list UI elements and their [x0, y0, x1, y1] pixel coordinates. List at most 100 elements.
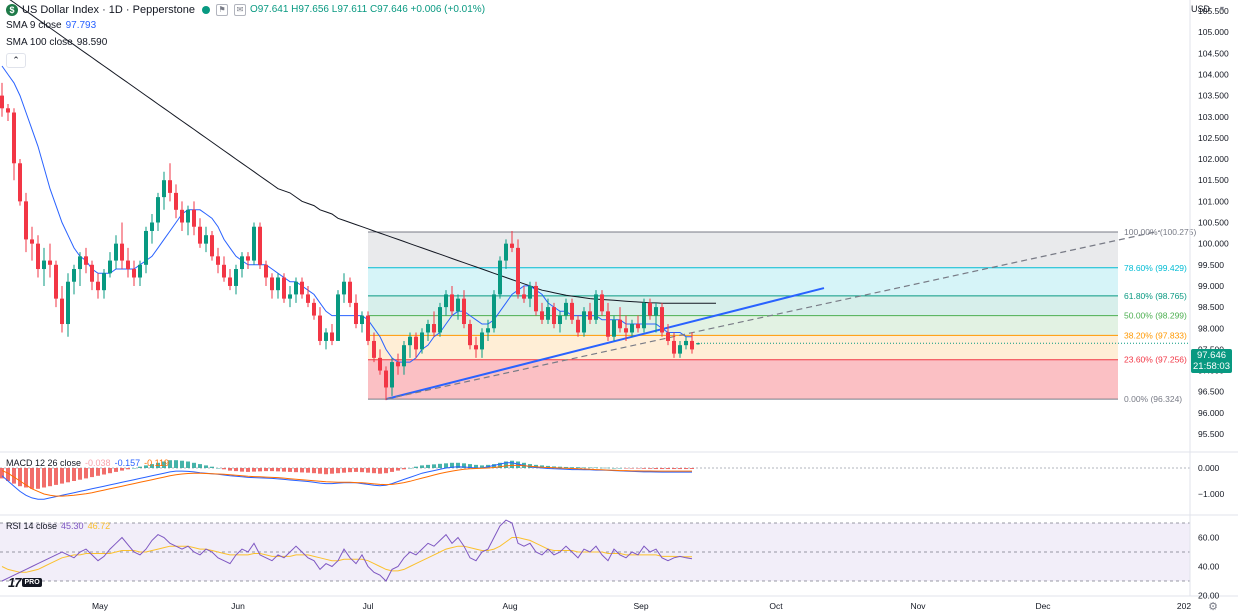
price-tick-label: 103.000	[1198, 112, 1229, 122]
macd-hist-bar	[618, 468, 622, 469]
candle-body	[198, 226, 202, 244]
candle-body	[126, 260, 130, 270]
rsi-tick-label: 20.00	[1198, 591, 1220, 601]
rsi-pane	[0, 519, 1190, 582]
time-tick-label: Jun	[231, 601, 245, 611]
macd-hist-bar	[126, 468, 130, 470]
candle-body	[12, 112, 16, 164]
macd-hist-bar	[474, 464, 478, 468]
macd-hist-bar	[612, 468, 616, 469]
macd-hist-bar	[324, 468, 328, 475]
candle-body	[570, 302, 574, 320]
symbol-logo: $	[6, 4, 18, 16]
candle-body	[66, 281, 70, 325]
candle-body	[384, 370, 388, 388]
candle-body	[504, 243, 508, 261]
macd-hist-bar	[228, 468, 232, 471]
macd-hist-bar	[120, 468, 124, 471]
macd-hist-bar	[372, 468, 376, 474]
macd-hist-bar	[498, 462, 502, 468]
candle-body	[210, 235, 214, 257]
candle-body	[258, 226, 262, 265]
macd-hist-bar	[684, 468, 688, 470]
candle-body	[624, 328, 628, 333]
rsi-tick-label: 40.00	[1198, 562, 1220, 572]
macd-hist-bar	[102, 468, 106, 475]
candle-body	[354, 302, 358, 325]
candle-body	[78, 256, 82, 270]
macd-hist-bar	[462, 463, 466, 468]
flag-icon[interactable]: ⚑	[216, 4, 229, 16]
candle-body	[594, 294, 598, 320]
macd-hist-bar	[6, 468, 10, 481]
macd-hist-bar	[222, 468, 226, 470]
rsi-ma-line	[1, 537, 692, 573]
ohlc-values: O97.641 H97.656 L97.611 C97.646 +0.006 (…	[250, 4, 486, 15]
macd-hist-bar	[234, 468, 238, 472]
macd-hist-bar	[492, 464, 496, 468]
candle-body	[336, 294, 340, 341]
price-tick-label: 101.000	[1198, 196, 1229, 206]
time-tick-label: Nov	[910, 601, 926, 611]
macd-hist-bar	[186, 461, 190, 468]
candle-body	[324, 332, 328, 341]
macd-legend[interactable]: MACD 12 26 close -0.038 -0.157 -0.119	[6, 456, 169, 470]
candle-body	[474, 345, 478, 350]
macd-hist-bar	[642, 468, 646, 469]
macd-tick-label: −1.000	[1198, 489, 1225, 499]
rsi-legend[interactable]: RSI 14 close 45.30 46.72	[6, 519, 110, 533]
candle-body	[168, 180, 172, 193]
candle-body	[180, 209, 184, 223]
chevron-down-icon[interactable]: ▾	[1219, 4, 1224, 13]
time-tick-label: May	[92, 601, 109, 611]
currency-selector[interactable]: USD	[1190, 4, 1210, 14]
candle-body	[690, 340, 694, 350]
candle-body	[252, 226, 256, 261]
symbol-title[interactable]: US Dollar Index · 1D · Pepperstone	[22, 4, 196, 16]
macd-hist-bar	[396, 468, 400, 471]
time-tick-label: Oct	[769, 601, 783, 611]
candle-body	[162, 180, 166, 198]
fib-level-label: 38.20% (97.833)	[1124, 330, 1187, 340]
fib-level-label: 23.60% (97.256)	[1124, 355, 1187, 365]
macd-hist-bar	[174, 460, 178, 468]
sma100-legend[interactable]: SMA 100 close 98.590	[6, 36, 107, 50]
candle-body	[342, 281, 346, 295]
alert-icon[interactable]: ✉	[234, 4, 247, 16]
macd-hist-bar	[54, 468, 58, 485]
macd-hist-bar	[330, 468, 334, 474]
last-price: 97.646	[1196, 350, 1227, 361]
price-tick-label: 102.500	[1198, 133, 1229, 143]
candle-body	[300, 281, 304, 295]
price-tick-label: 104.500	[1198, 48, 1229, 58]
macd-tick-label: 0.000	[1198, 463, 1220, 473]
pro-badge: PRO	[22, 578, 42, 587]
macd-hist-bar	[336, 468, 340, 474]
candle-body	[498, 260, 502, 295]
gear-icon[interactable]: ⚙	[1208, 601, 1218, 613]
candle-body	[282, 277, 286, 299]
macd-hist-bar	[516, 461, 520, 468]
sma9-legend[interactable]: SMA 9 close 97.793	[6, 19, 96, 33]
price-tick-label: 98.500	[1198, 302, 1224, 312]
price-tick-label: 99.000	[1198, 281, 1224, 291]
tradingview-logo[interactable]: 17 PRO	[8, 575, 42, 590]
chevron-up-icon[interactable]: ⌃	[6, 53, 26, 68]
macd-hist-bar	[264, 468, 268, 472]
symbol-row[interactable]: $ US Dollar Index · 1D · Pepperstone ⚑ ✉…	[6, 3, 485, 17]
candle-body	[462, 298, 466, 325]
fibonacci-retracement: 100.00% (100.275) 78.60% (99.429) 61.80% (…	[368, 227, 1196, 404]
macd-hist-bar	[96, 468, 100, 476]
candle-body	[606, 311, 610, 337]
candle-body	[348, 281, 352, 303]
candle-body	[378, 357, 382, 371]
macd-hist-bar	[48, 468, 52, 487]
candle-body	[618, 319, 622, 329]
price-tick-label: 96.000	[1198, 408, 1224, 418]
candle-body	[402, 345, 406, 367]
candle-body	[90, 264, 94, 282]
macd-hist-bar	[348, 468, 352, 473]
macd-hist-bar	[666, 468, 670, 470]
macd-hist-bar	[480, 465, 484, 468]
